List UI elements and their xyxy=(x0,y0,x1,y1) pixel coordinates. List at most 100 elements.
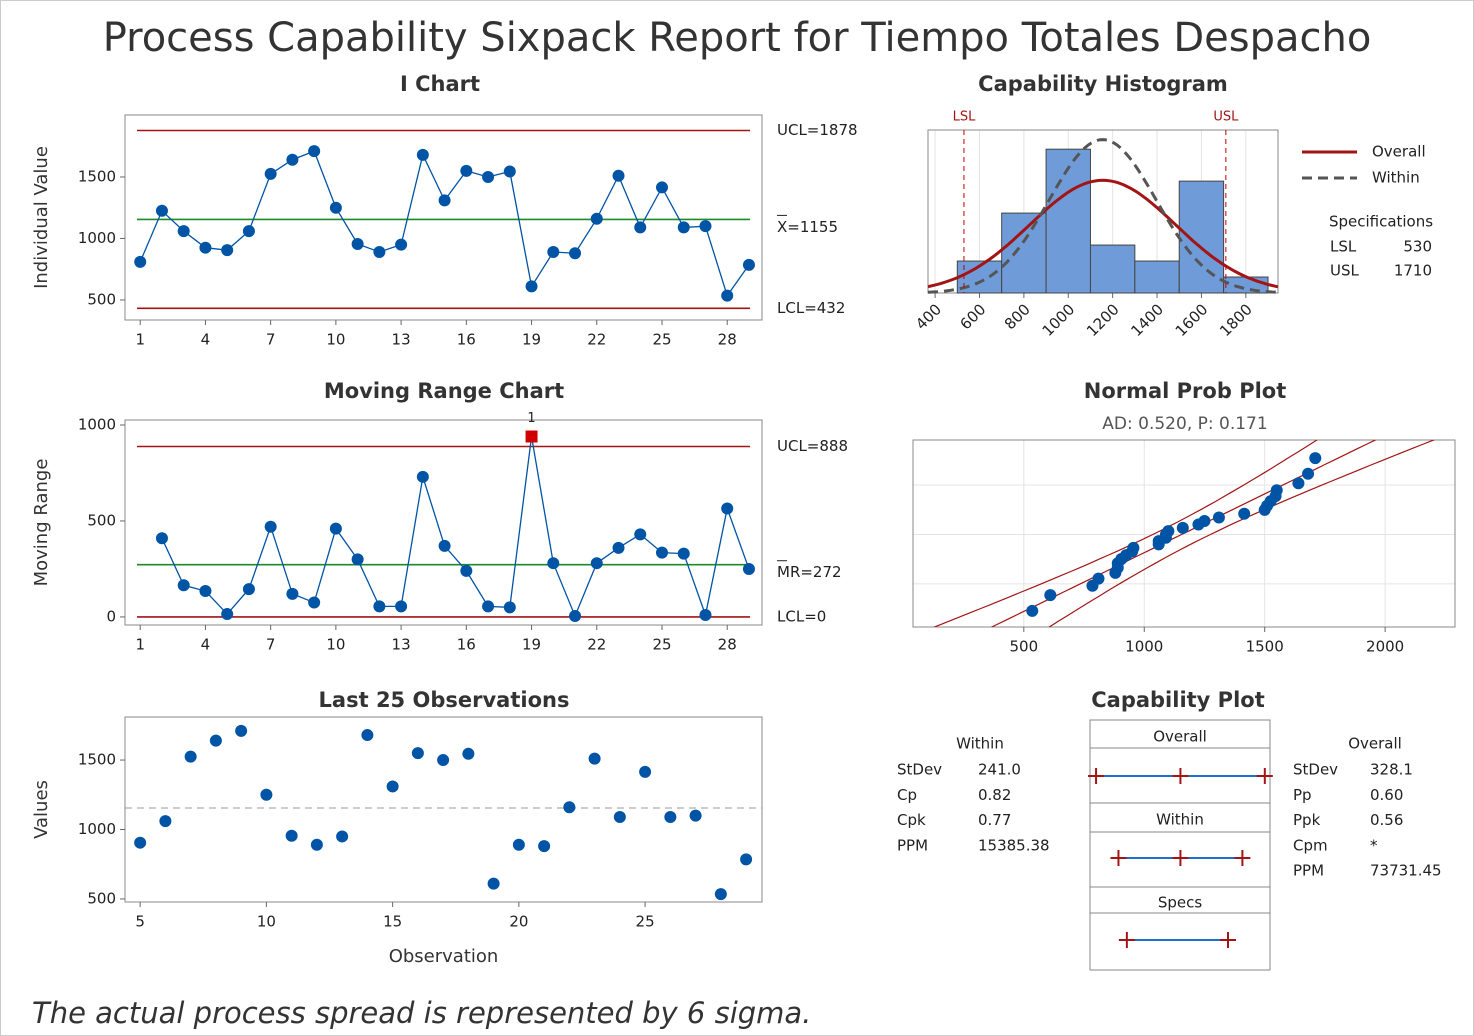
y-tick-label: 1500 xyxy=(78,751,116,769)
data-point xyxy=(639,765,652,778)
data-point xyxy=(699,220,712,233)
chart-title: Last 25 Observations xyxy=(319,688,570,712)
y-tick-label: 500 xyxy=(87,889,116,907)
histogram-bar xyxy=(1134,260,1180,294)
data-point xyxy=(569,609,582,622)
data-point xyxy=(177,225,190,238)
data-point xyxy=(1198,515,1211,528)
spec-cell: USL xyxy=(1330,262,1360,280)
data-point xyxy=(1292,477,1305,490)
legend-label: Overall xyxy=(1372,143,1426,161)
control-limit-label: LCL=432 xyxy=(777,299,845,317)
data-point xyxy=(260,788,273,801)
density-curve xyxy=(927,178,1279,289)
x-tick-label: 500 xyxy=(1009,638,1038,656)
chart-title: I Chart xyxy=(400,72,480,96)
x-tick-label: 25 xyxy=(652,636,671,654)
data-point xyxy=(285,829,298,842)
data-point xyxy=(308,145,321,158)
stats-value: * xyxy=(1370,836,1378,854)
data-point xyxy=(569,247,582,260)
flagged-point xyxy=(525,430,538,443)
data-point xyxy=(336,830,349,843)
x-tick-label: 22 xyxy=(587,636,606,654)
stats-label: PPM xyxy=(897,836,928,854)
data-point xyxy=(416,470,429,483)
y-tick-label: 1500 xyxy=(78,167,116,185)
chart-subtitle: AD: 0.520, P: 0.171 xyxy=(1102,414,1267,434)
data-point xyxy=(742,258,755,271)
data-point xyxy=(1026,604,1039,617)
stats-value: 0.56 xyxy=(1370,811,1403,829)
spec-label: USL xyxy=(1213,110,1239,125)
data-point xyxy=(460,564,473,577)
data-point xyxy=(1212,511,1225,524)
chart-title: Moving Range Chart xyxy=(324,379,564,403)
data-point xyxy=(411,747,424,760)
data-point xyxy=(677,221,690,234)
control-limit-label: UCL=1878 xyxy=(777,121,858,139)
stats-label: Cpm xyxy=(1293,836,1328,854)
stats-label: StDev xyxy=(1293,761,1338,779)
data-point xyxy=(538,840,551,853)
y-tick-label: 0 xyxy=(106,607,116,625)
chart-title: Normal Prob Plot xyxy=(1084,379,1287,403)
data-point xyxy=(590,557,603,570)
data-point xyxy=(242,225,255,238)
histogram-bar xyxy=(1178,180,1225,294)
y-tick-label: 500 xyxy=(87,290,116,308)
legend-label: Within xyxy=(1372,169,1420,187)
x-tick-label: 19 xyxy=(522,331,541,349)
data-point xyxy=(199,585,212,598)
data-point xyxy=(742,562,755,575)
data-point xyxy=(1044,589,1057,602)
control-limit-label: MR=272 xyxy=(777,563,842,581)
y-axis-label: Values xyxy=(31,780,52,839)
footer-note: The actual process spread is represented… xyxy=(32,996,811,1030)
x-tick-label: 15 xyxy=(383,913,402,931)
data-point xyxy=(1126,545,1139,558)
data-point xyxy=(286,153,299,166)
data-point xyxy=(134,255,147,268)
data-point xyxy=(740,853,753,866)
data-point xyxy=(482,170,495,183)
data-point xyxy=(460,164,473,177)
data-point xyxy=(1086,579,1099,592)
stats-value: 0.60 xyxy=(1370,786,1403,804)
data-point xyxy=(655,181,668,194)
chart-title: Capability Plot xyxy=(1091,688,1265,712)
data-line xyxy=(161,436,750,618)
data-point xyxy=(503,601,516,614)
x-tick-label: 28 xyxy=(718,331,737,349)
density-curve xyxy=(927,138,1279,294)
data-point xyxy=(689,809,702,822)
data-point xyxy=(512,838,525,851)
plot-frame xyxy=(124,716,763,903)
data-point xyxy=(634,221,647,234)
stats-label: Cp xyxy=(897,786,917,804)
data-point xyxy=(221,244,234,257)
data-point xyxy=(351,238,364,251)
stats-value: 0.77 xyxy=(978,811,1011,829)
data-point xyxy=(1309,452,1322,465)
confidence-band xyxy=(1048,440,1436,627)
data-point xyxy=(721,289,734,302)
data-point xyxy=(547,245,560,258)
spec-label: LSL xyxy=(953,110,976,125)
data-point xyxy=(664,811,677,823)
data-point xyxy=(155,204,168,217)
stats-value: 0.82 xyxy=(978,786,1011,804)
plot-frame xyxy=(912,439,1456,628)
data-point xyxy=(361,729,374,742)
data-point xyxy=(1109,566,1122,579)
spec-cell: LSL xyxy=(1330,238,1357,256)
data-point xyxy=(329,201,342,214)
x-tick-label: 4 xyxy=(201,331,211,349)
data-point xyxy=(395,600,408,613)
x-tick-label: 16 xyxy=(457,636,476,654)
stats-value: 328.1 xyxy=(1370,761,1413,779)
stats-value: 73731.45 xyxy=(1370,862,1442,880)
panel-label: Within xyxy=(1156,811,1204,829)
